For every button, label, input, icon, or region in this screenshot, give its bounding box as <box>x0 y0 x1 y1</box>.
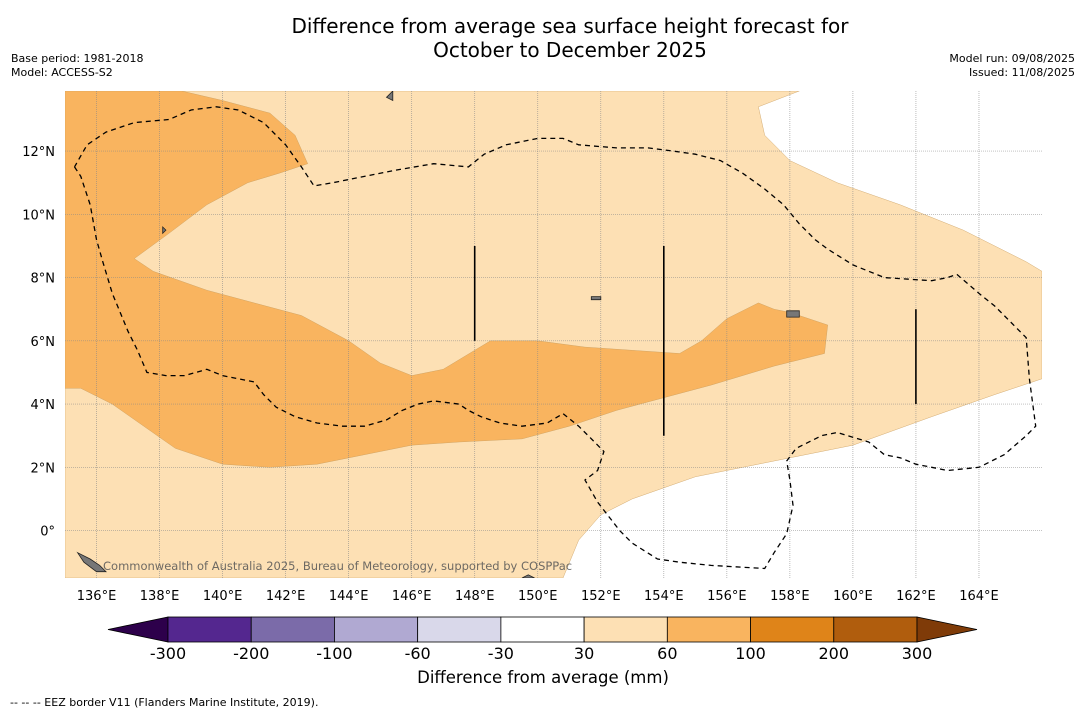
x-tick-label: 144°E <box>329 589 369 604</box>
base-period-text: Base period: 1981-2018 <box>11 52 144 65</box>
colorbar <box>107 616 978 643</box>
y-tick-label: 10°N <box>22 208 55 223</box>
colorbar-title: Difference from average (mm) <box>417 668 669 687</box>
eez-border <box>73 106 1037 570</box>
colorbar-bin <box>334 616 419 643</box>
x-tick-label: 156°E <box>707 589 747 604</box>
x-tick-label: 140°E <box>203 589 243 604</box>
x-tick-label: 154°E <box>644 589 684 604</box>
colorbar-tick-label: 100 <box>735 644 766 663</box>
x-tick-label: 148°E <box>455 589 495 604</box>
x-tick-label: 136°E <box>77 589 117 604</box>
x-tick-label: 158°E <box>770 589 810 604</box>
issued-text: Issued: 11/08/2025 <box>968 66 1075 79</box>
colorbar-bin <box>417 616 502 643</box>
colorbar-bin <box>167 616 252 643</box>
colorbar-bin <box>833 616 918 643</box>
island <box>786 310 800 318</box>
island <box>521 574 535 578</box>
meta-left: Base period: 1981-2018 Model: ACCESS-S2 <box>11 52 143 80</box>
x-tick-label: 138°E <box>140 589 180 604</box>
colorbar-tick-label: -30 <box>487 644 514 663</box>
colorbar-tick-label: 30 <box>573 644 595 663</box>
x-tick-label: 162°E <box>896 589 936 604</box>
y-tick-label: 0° <box>40 525 55 540</box>
island <box>385 91 394 102</box>
island <box>590 296 602 301</box>
island <box>162 226 167 235</box>
attribution-text: Commonwealth of Australia 2025, Bureau o… <box>103 559 572 573</box>
colorbar-tick-label: -60 <box>404 644 431 663</box>
colorbar-bin <box>750 616 835 643</box>
y-tick-label: 8°N <box>31 272 56 287</box>
colorbar-bin <box>583 616 668 643</box>
anomaly-region-1 <box>65 91 828 468</box>
x-tick-label: 150°E <box>518 589 558 604</box>
title-line-2: October to December 2025 <box>433 38 707 62</box>
x-tick-label: 146°E <box>392 589 432 604</box>
y-tick-label: 2°N <box>31 461 56 476</box>
x-tick-label: 164°E <box>959 589 999 604</box>
map-chart: 136°E 138°E 140°E 142°E 144°E 146°E 148°E 150°E… <box>22 91 1042 604</box>
island <box>76 551 107 573</box>
title-line-1: Difference from average sea surface heig… <box>291 14 849 38</box>
y-tick-label: 6°N <box>31 335 56 350</box>
colorbar-tick-label: 200 <box>818 644 850 663</box>
x-tick-label: 152°E <box>581 589 621 604</box>
colorbar-bin <box>666 616 751 643</box>
colorbar-tick-label: -300 <box>149 644 187 663</box>
x-tick-label: 160°E <box>833 589 873 604</box>
colorbar-under-arrow <box>107 616 169 643</box>
chart-title: Difference from average sea surface heig… <box>0 14 1085 62</box>
colorbar-tick-label: 300 <box>901 644 933 663</box>
colorbar-tick-label: -100 <box>316 644 353 663</box>
colorbar-over-arrow <box>916 616 978 643</box>
colorbar-bin <box>250 616 335 643</box>
y-tick-label: 12°N <box>22 145 55 160</box>
colorbar-tick-label: 60 <box>657 644 678 663</box>
colorbar-bin <box>500 616 585 643</box>
x-tick-label: 142°E <box>266 589 306 604</box>
model-run-text: Model run: 09/08/2025 <box>949 52 1075 65</box>
footnote: -- -- -- EEZ border V11 (Flanders Marine… <box>10 696 319 709</box>
meta-right: Model run: 09/08/2025 Issued: 11/08/2025 <box>949 52 1075 80</box>
y-tick-label: 4°N <box>31 398 56 413</box>
colorbar-tick-label: -200 <box>233 644 270 663</box>
model-text: Model: ACCESS-S2 <box>11 66 113 79</box>
